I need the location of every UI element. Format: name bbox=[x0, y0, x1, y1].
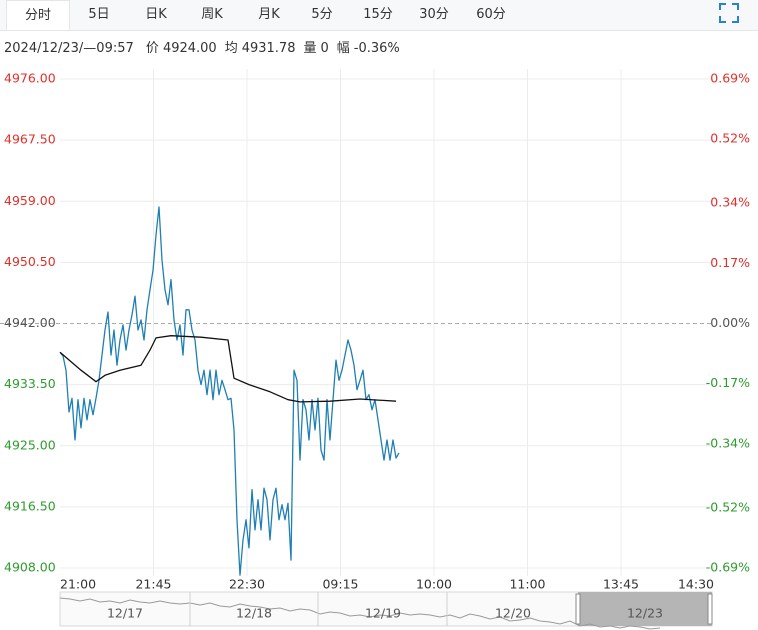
info-line: 2024/12/23/—09:57 价 4924.00 均 4931.78 量 0 幅 -0.… bbox=[4, 37, 408, 56]
y-tick-label: 4967.50 bbox=[4, 132, 56, 147]
x-tick-label: 22:30 bbox=[229, 577, 265, 592]
info-item: 价 4924.00 bbox=[146, 41, 217, 56]
info-label: 量 bbox=[303, 41, 317, 56]
navigator-trace bbox=[59, 597, 661, 630]
y-tick-label: 4908.00 bbox=[4, 560, 56, 575]
price-line bbox=[59, 335, 397, 403]
tab[interactable]: 周K bbox=[201, 7, 223, 22]
x-tick-label: 11:00 bbox=[509, 577, 545, 592]
y-tick-label: 4959.00 bbox=[4, 193, 56, 208]
y-tick-label: 4933.50 bbox=[4, 376, 56, 391]
info-label: 幅 bbox=[336, 41, 350, 56]
y-tick-label: 4925.00 bbox=[4, 437, 56, 452]
navigator-date: 12/19 bbox=[365, 606, 401, 621]
tab[interactable]: 15分 bbox=[363, 7, 393, 22]
info-value: -0.36% bbox=[353, 41, 400, 56]
tab[interactable]: 月K bbox=[258, 7, 280, 22]
tab[interactable]: 日K bbox=[145, 7, 167, 22]
x-tick-label: 21:45 bbox=[135, 577, 171, 592]
navigator-date: 12/23 bbox=[627, 606, 663, 621]
navigator bbox=[59, 591, 713, 630]
y2-tick-label: -0.17% bbox=[706, 375, 750, 390]
x-tick-label: 14:30 bbox=[678, 577, 714, 592]
tab[interactable]: 5日 bbox=[88, 7, 110, 22]
info-value: 0 bbox=[320, 41, 329, 56]
info-time: 2024/12/23/—09:57 bbox=[4, 41, 134, 56]
tab[interactable]: 分时 bbox=[6, 0, 70, 30]
tab-bar: 分时 5日 日K 周K 月K 5分 15分 30分 60分 bbox=[0, 0, 758, 31]
price-line bbox=[59, 206, 400, 576]
y2-tick-label: 0.00% bbox=[710, 315, 750, 330]
x-tick-label: 21:00 bbox=[60, 577, 96, 592]
y2-tick-label: 0.69% bbox=[710, 71, 750, 86]
info-label: 均 bbox=[224, 41, 238, 56]
navigator-date: 12/17 bbox=[107, 606, 143, 621]
navigator-date: 12/18 bbox=[236, 606, 272, 621]
tab[interactable]: 60分 bbox=[476, 7, 506, 22]
navigator-handle[interactable] bbox=[707, 593, 713, 625]
y-tick-label: 4976.00 bbox=[4, 71, 56, 86]
y2-tick-label: 0.34% bbox=[710, 195, 750, 210]
x-tick-label: 10:00 bbox=[416, 577, 452, 592]
info-value: 4924.00 bbox=[162, 41, 217, 56]
tab[interactable]: 5分 bbox=[311, 7, 333, 22]
navigator-date: 12/20 bbox=[495, 606, 531, 621]
y-tick-label: 4950.50 bbox=[4, 254, 56, 269]
y2-tick-label: -0.34% bbox=[706, 435, 750, 450]
y-tick-label: 4916.50 bbox=[4, 498, 56, 513]
y2-tick-label: -0.52% bbox=[706, 499, 750, 514]
fullscreen-icon[interactable] bbox=[719, 3, 739, 23]
info-item: 幅 -0.36% bbox=[337, 41, 400, 56]
y2-tick-label: -0.69% bbox=[706, 560, 750, 575]
info-item: 均 4931.78 bbox=[225, 41, 296, 56]
y2-tick-label: 0.17% bbox=[710, 255, 750, 270]
x-tick-label: 13:45 bbox=[603, 577, 639, 592]
y2-tick-label: 0.52% bbox=[710, 131, 750, 146]
navigator-handle[interactable] bbox=[575, 593, 581, 625]
info-label: 价 bbox=[145, 41, 159, 56]
info-value: 4931.78 bbox=[241, 41, 296, 56]
x-tick-label: 09:15 bbox=[322, 577, 358, 592]
y-tick-label: 4942.00 bbox=[4, 315, 56, 330]
navigator-selection[interactable] bbox=[578, 592, 712, 626]
tab[interactable]: 30分 bbox=[419, 7, 449, 22]
